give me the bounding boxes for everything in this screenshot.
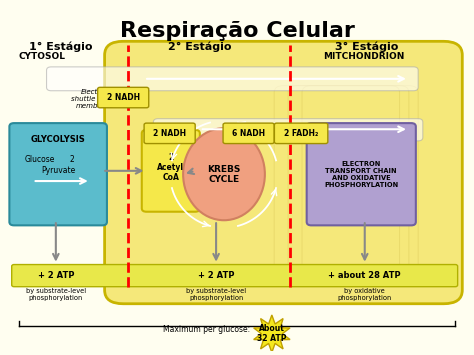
Text: 6 NADH: 6 NADH — [232, 129, 265, 138]
Ellipse shape — [183, 128, 265, 220]
Text: 2
Acetyl
CoA: 2 Acetyl CoA — [157, 153, 184, 182]
FancyBboxPatch shape — [12, 264, 457, 287]
Text: ELECTRON
TRANSPORT CHAIN
AND OXIDATIVE
PHOSPHORYLATION: ELECTRON TRANSPORT CHAIN AND OXIDATIVE P… — [324, 161, 398, 188]
Text: KREBS
CYCLE: KREBS CYCLE — [207, 164, 241, 184]
FancyBboxPatch shape — [154, 119, 423, 141]
FancyBboxPatch shape — [46, 67, 418, 91]
Text: About
32 ATP: About 32 ATP — [257, 324, 287, 343]
Text: 3° Estágio: 3° Estágio — [336, 41, 399, 52]
FancyBboxPatch shape — [274, 123, 328, 143]
FancyBboxPatch shape — [98, 87, 149, 108]
Text: + 2 ATP: + 2 ATP — [198, 271, 234, 280]
Text: by substrate-level
phosphorylation: by substrate-level phosphorylation — [186, 288, 246, 301]
Text: + 2 ATP: + 2 ATP — [37, 271, 74, 280]
Text: GLYCOLYSIS: GLYCOLYSIS — [31, 135, 85, 144]
FancyBboxPatch shape — [142, 130, 200, 212]
FancyBboxPatch shape — [223, 123, 274, 143]
Text: by oxidative
phosphorylation: by oxidative phosphorylation — [337, 288, 392, 301]
FancyBboxPatch shape — [105, 41, 462, 304]
Text: Respiração Celular: Respiração Celular — [119, 21, 355, 41]
Text: 2 NADH: 2 NADH — [107, 93, 140, 102]
Text: 2° Estágio: 2° Estágio — [168, 41, 232, 52]
Text: 2 NADH: 2 NADH — [153, 129, 186, 138]
Text: Glucose: Glucose — [24, 155, 55, 164]
FancyBboxPatch shape — [144, 123, 195, 143]
FancyBboxPatch shape — [9, 123, 107, 225]
Text: by substrate-level
phosphorylation: by substrate-level phosphorylation — [26, 288, 86, 301]
Text: MITCHONDRION: MITCHONDRION — [323, 51, 404, 61]
Text: + about 28 ATP: + about 28 ATP — [328, 271, 401, 280]
Text: Maximum per glucose:: Maximum per glucose: — [163, 325, 250, 334]
FancyBboxPatch shape — [307, 123, 416, 225]
Text: 2 FADH₂: 2 FADH₂ — [284, 129, 319, 138]
Text: Pyruvate: Pyruvate — [41, 166, 75, 175]
Text: 1° Estágio: 1° Estágio — [29, 41, 92, 52]
Text: Electron
shuttle across
membrane: Electron shuttle across membrane — [71, 89, 120, 109]
Text: 2: 2 — [70, 155, 74, 164]
Text: CYTOSOL: CYTOSOL — [18, 51, 66, 61]
Polygon shape — [254, 315, 290, 353]
